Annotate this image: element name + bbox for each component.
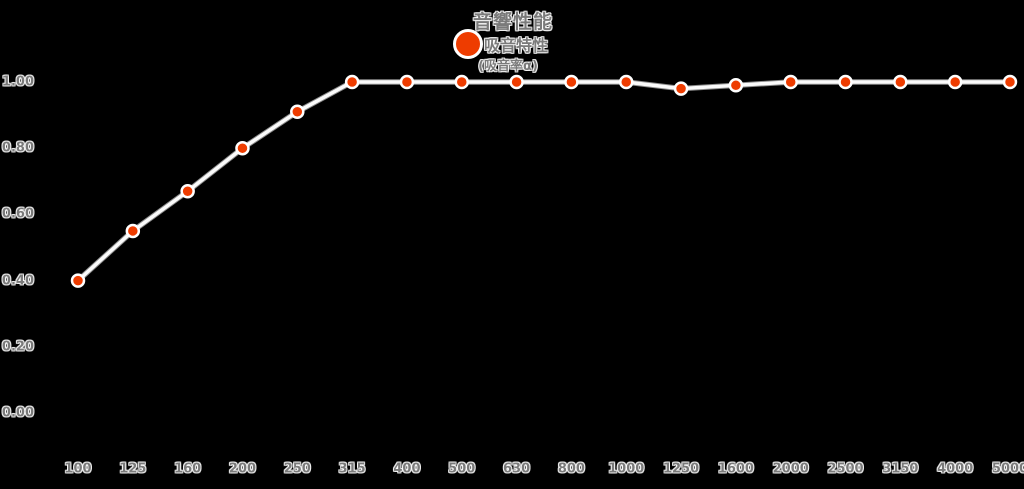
data-point [290, 104, 305, 120]
legend-series-sublabel: (吸音率α) [478, 59, 538, 74]
y-tick-label: 0.00 [1, 405, 34, 421]
x-tick-label: 125 [119, 461, 147, 477]
x-tick-label: 4000 [937, 461, 974, 477]
data-point [235, 140, 250, 156]
series-line-halo [76, 79, 1010, 283]
x-tick-label: 1600 [717, 461, 754, 477]
legend-series-label: 吸音特性 [484, 36, 549, 55]
data-point [399, 74, 415, 90]
data-point [1002, 74, 1018, 90]
data-point [783, 74, 798, 90]
y-tick-label: 0.40 [1, 273, 34, 289]
x-tick-label: 160 [174, 461, 202, 477]
x-tick-label: 2000 [772, 461, 809, 477]
data-point [728, 78, 744, 93]
x-tick-label: 400 [393, 461, 421, 477]
x-tick-label: 250 [283, 461, 311, 477]
data-point [838, 74, 853, 90]
data-point [564, 74, 579, 90]
data-point [673, 81, 689, 96]
x-tick-label: 1250 [662, 461, 700, 477]
y-tick-label: 0.20 [1, 339, 34, 355]
x-tick-label: 100 [64, 461, 92, 477]
x-tick-label: 500 [448, 461, 476, 477]
data-point [893, 74, 908, 90]
x-tick-label: 630 [503, 461, 531, 477]
x-tick-label: 315 [338, 461, 366, 477]
data-point [947, 74, 963, 90]
data-point [454, 74, 470, 90]
x-tick-label: 2500 [827, 461, 864, 477]
x-tick-label: 3150 [882, 461, 919, 477]
y-tick-label: 1.00 [1, 74, 34, 90]
x-tick-label: 5000 [991, 461, 1024, 477]
chart-title: 音響性能 [472, 11, 554, 33]
x-tick-label: 200 [228, 461, 257, 477]
legend-marker-icon [453, 29, 483, 59]
data-point [509, 74, 524, 90]
data-point [180, 183, 195, 199]
y-tick-label: 0.60 [1, 206, 34, 222]
data-point [125, 223, 141, 239]
series-line [76, 80, 1010, 282]
data-point [344, 74, 360, 90]
data-point [618, 74, 634, 90]
legend: 吸音特性 [453, 29, 548, 59]
x-tick-label: 800 [557, 461, 585, 477]
x-tick-label: 1000 [608, 461, 645, 477]
y-tick-label: 0.80 [1, 140, 34, 156]
data-point [70, 273, 86, 288]
